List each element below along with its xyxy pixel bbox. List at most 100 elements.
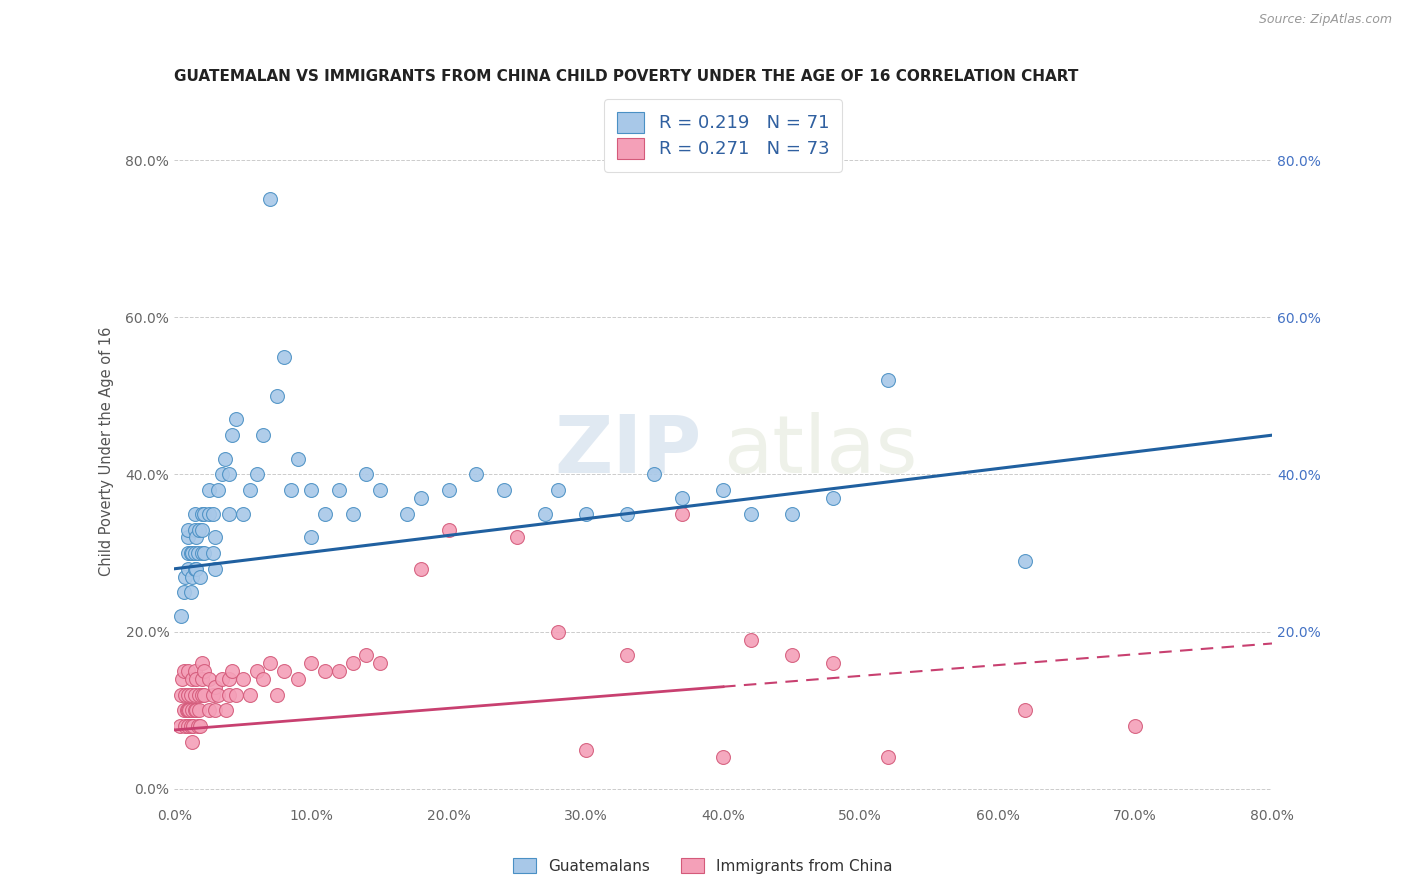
Point [204, 680, 226, 694]
Point [188, 569, 211, 583]
Point [225, 412, 247, 426]
Text: GUATEMALAN VS IMMIGRANTS FROM CHINA CHILD POVERTY UNDER THE AGE OF 16 CORRELATIO: GUATEMALAN VS IMMIGRANTS FROM CHINA CHIL… [174, 69, 1078, 84]
Text: ZIP: ZIP [554, 412, 702, 490]
Point [204, 703, 226, 717]
Point [177, 664, 200, 678]
Point [197, 483, 219, 498]
Point [177, 523, 200, 537]
Point [342, 656, 364, 670]
Point [197, 507, 219, 521]
Point [193, 507, 215, 521]
Point [876, 373, 898, 387]
Point [1123, 719, 1146, 733]
Point [280, 483, 302, 498]
Point [547, 483, 569, 498]
Point [204, 562, 226, 576]
Point [180, 585, 202, 599]
Point [575, 507, 598, 521]
Point [211, 467, 233, 482]
Point [266, 688, 288, 702]
Point [201, 688, 224, 702]
Point [174, 719, 197, 733]
Point [356, 648, 378, 663]
Point [643, 467, 665, 482]
Point [177, 688, 200, 702]
Point [186, 530, 208, 544]
Point [186, 703, 208, 717]
Point [252, 672, 274, 686]
Point [207, 483, 229, 498]
Point [368, 483, 391, 498]
Point [616, 507, 638, 521]
Point [215, 703, 238, 717]
Point [187, 523, 209, 537]
Point [314, 507, 336, 521]
Point [181, 672, 204, 686]
Point [180, 688, 202, 702]
Point [342, 507, 364, 521]
Point [187, 688, 209, 702]
Point [177, 703, 200, 717]
Point [259, 656, 281, 670]
Point [225, 688, 247, 702]
Point [876, 750, 898, 764]
Point [184, 507, 207, 521]
Point [190, 688, 212, 702]
Point [180, 719, 202, 733]
Legend: Guatemalans, Immigrants from China: Guatemalans, Immigrants from China [508, 852, 898, 880]
Point [197, 703, 219, 717]
Legend: R = 0.219   N = 71, R = 0.271   N = 73: R = 0.219 N = 71, R = 0.271 N = 73 [605, 99, 842, 171]
Point [356, 467, 378, 482]
Point [170, 688, 193, 702]
Point [176, 703, 198, 717]
Point [711, 483, 734, 498]
Point [671, 491, 693, 505]
Point [193, 546, 215, 560]
Point [173, 664, 195, 678]
Point [218, 507, 240, 521]
Point [197, 672, 219, 686]
Point [780, 648, 803, 663]
Point [169, 719, 191, 733]
Point [273, 350, 295, 364]
Point [711, 750, 734, 764]
Point [245, 664, 267, 678]
Point [181, 546, 204, 560]
Point [437, 523, 460, 537]
Point [740, 507, 762, 521]
Point [299, 483, 322, 498]
Point [190, 507, 212, 521]
Point [575, 742, 598, 756]
Point [181, 569, 204, 583]
Point [368, 656, 391, 670]
Point [437, 483, 460, 498]
Point [177, 530, 200, 544]
Point [533, 507, 555, 521]
Point [221, 428, 243, 442]
Point [193, 688, 215, 702]
Text: atlas: atlas [723, 412, 918, 490]
Point [287, 451, 309, 466]
Point [821, 491, 844, 505]
Point [218, 688, 240, 702]
Point [252, 428, 274, 442]
Point [190, 523, 212, 537]
Point [411, 562, 433, 576]
Point [221, 664, 243, 678]
Point [506, 530, 529, 544]
Point [190, 656, 212, 670]
Point [180, 546, 202, 560]
Point [214, 451, 236, 466]
Point [177, 562, 200, 576]
Point [211, 672, 233, 686]
Point [780, 507, 803, 521]
Point [1014, 554, 1036, 568]
Point [177, 546, 200, 560]
Point [396, 507, 419, 521]
Point [173, 585, 195, 599]
Point [273, 664, 295, 678]
Point [328, 483, 350, 498]
Point [188, 719, 211, 733]
Point [186, 562, 208, 576]
Point [174, 569, 197, 583]
